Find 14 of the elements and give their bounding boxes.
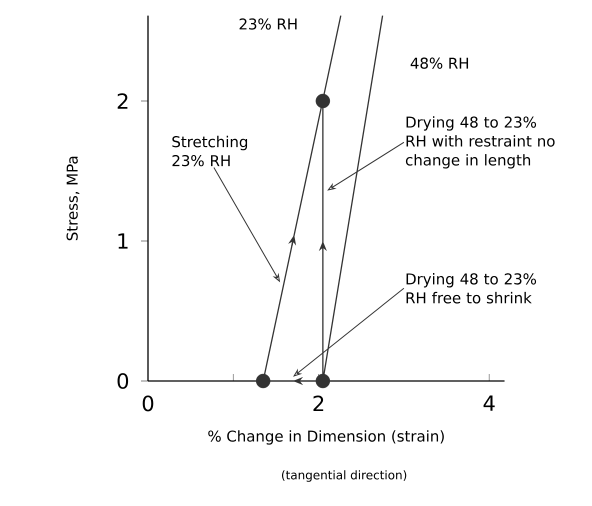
text: 48% RH <box>410 58 468 69</box>
x-tick-label: 2 <box>313 396 324 412</box>
text: (tangential direction) <box>282 470 406 482</box>
y-tick-label: 1 <box>118 233 128 249</box>
annotation: Drying 48 to 23% RH free to shrink <box>406 273 536 304</box>
y-tick-label: 0 <box>118 373 128 389</box>
x-tick-label: 4 <box>484 396 495 411</box>
text: 23% RH <box>240 18 297 30</box>
y-tick-label: 2 <box>118 93 128 109</box>
annotation: Stretching 23% RH <box>172 136 248 166</box>
annotation: Drying 48 to 23% RH with restraint no change in length <box>406 116 555 169</box>
x-tick-label: 0 <box>142 396 154 412</box>
y-axis-title: Stress, MPa <box>66 156 80 240</box>
x-axis-title: % Change in Dimension (strain) <box>208 430 444 445</box>
